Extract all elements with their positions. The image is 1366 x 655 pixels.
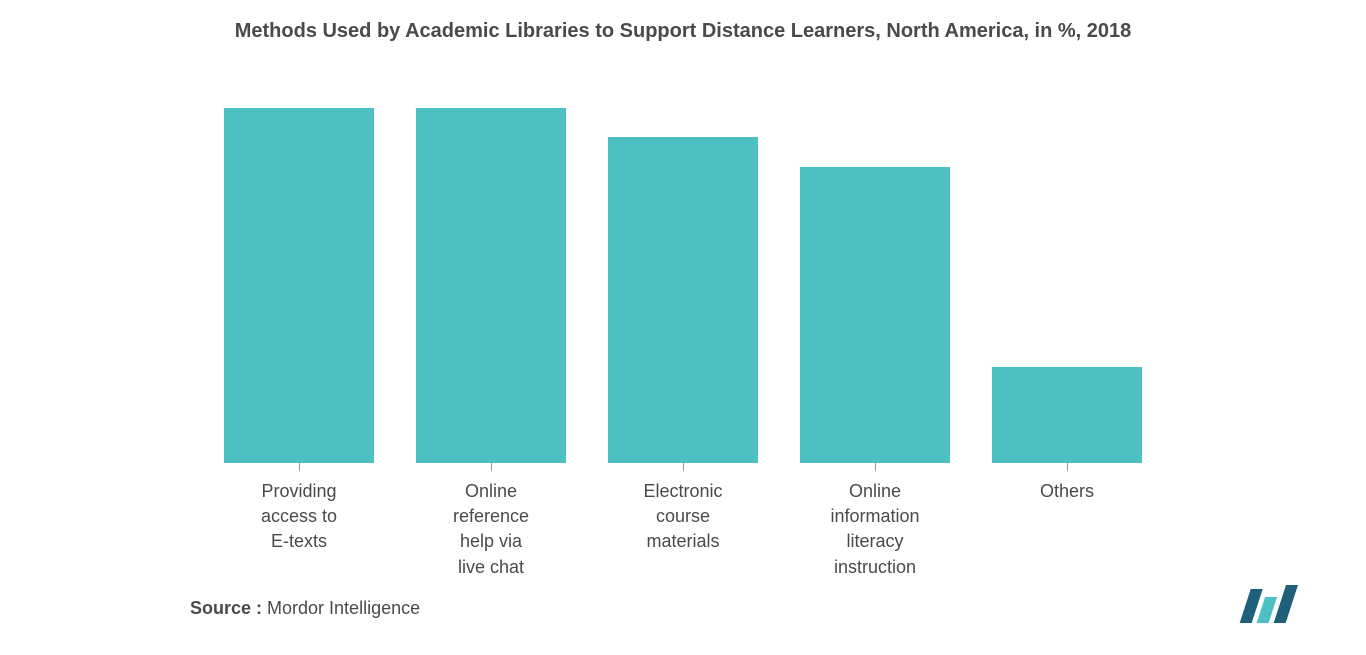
x-labels-row: Providing access to E-texts Online refere…	[0, 463, 1366, 580]
bar	[800, 167, 950, 463]
bar-wrap	[416, 108, 566, 463]
x-label-col: Others	[992, 463, 1142, 580]
bar	[416, 108, 566, 463]
x-label: Others	[1040, 479, 1094, 504]
x-label-col: Online reference help via live chat	[416, 463, 566, 580]
x-label: Electronic course materials	[643, 479, 722, 555]
bar	[992, 367, 1142, 463]
source-text: Mordor Intelligence	[262, 598, 420, 618]
source-label: Source :	[190, 598, 262, 618]
x-tick	[491, 463, 492, 471]
chart-container: Methods Used by Academic Libraries to Su…	[0, 0, 1366, 655]
x-label-col: Electronic course materials	[608, 463, 758, 580]
x-tick	[1067, 463, 1068, 471]
chart-title: Methods Used by Academic Libraries to Su…	[0, 0, 1366, 53]
bars-area	[0, 93, 1366, 463]
bar-wrap	[800, 167, 950, 463]
mordor-logo-icon	[1236, 585, 1306, 627]
x-label-col: Online information literacy instruction	[800, 463, 950, 580]
x-label-col: Providing access to E-texts	[224, 463, 374, 580]
x-label: Online reference help via live chat	[453, 479, 529, 580]
bar-wrap	[992, 367, 1142, 463]
x-tick	[299, 463, 300, 471]
x-tick	[683, 463, 684, 471]
x-label: Online information literacy instruction	[830, 479, 919, 580]
bar	[224, 108, 374, 463]
x-tick	[875, 463, 876, 471]
x-label: Providing access to E-texts	[261, 479, 337, 555]
bar-wrap	[224, 108, 374, 463]
bar-wrap	[608, 137, 758, 463]
bar	[608, 137, 758, 463]
source-footer: Source : Mordor Intelligence	[0, 580, 1366, 639]
